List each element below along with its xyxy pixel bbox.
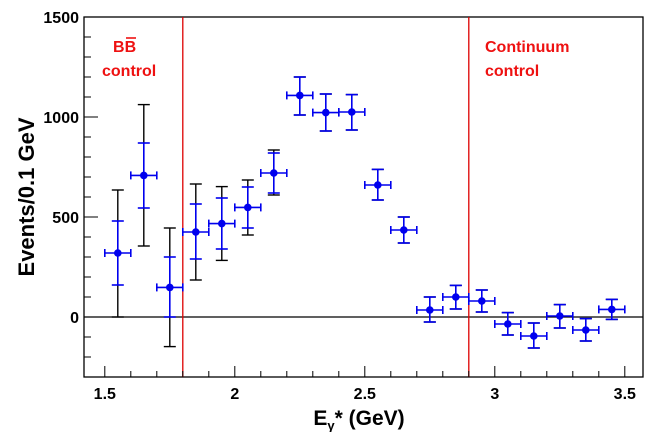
data-point: [478, 297, 486, 305]
data-point: [452, 293, 460, 301]
data-point: [114, 249, 122, 257]
x-tick-label: 1.5: [94, 386, 116, 403]
data-point: [218, 219, 226, 228]
x-tick-label: 3.5: [614, 386, 636, 403]
data-point: [270, 169, 278, 177]
x-tick-label: 2: [230, 386, 239, 403]
y-tick-label: 1500: [43, 10, 79, 27]
data-point: [166, 283, 174, 292]
stat-error-bars: [111, 76, 618, 349]
y-axis-ticks: [84, 16, 98, 378]
bb-label-b: B: [113, 39, 125, 56]
data-point: [608, 305, 616, 314]
bb-control-label-line1: BB: [113, 39, 136, 56]
data-point: [322, 108, 330, 117]
data-points: [114, 91, 616, 340]
data-point: [374, 181, 382, 189]
data-point: [530, 332, 538, 340]
continuum-label-line2: control: [485, 63, 539, 80]
data-point: [582, 326, 590, 334]
y-axis-label: Events/0.1 GeV: [14, 117, 39, 276]
y-tick-label: 0: [70, 310, 79, 327]
y-tick-label: 500: [52, 210, 79, 227]
data-point: [296, 91, 304, 100]
data-point: [140, 171, 148, 180]
x-tick-labels: 1.5 2 2.5 3 3.5: [94, 386, 636, 403]
x-tick-label: 3: [490, 386, 499, 403]
data-point: [426, 306, 434, 314]
total-error-bars: [111, 76, 618, 349]
data-point: [348, 108, 356, 116]
continuum-label-line1: Continuum: [485, 39, 569, 56]
control-lines: [182, 17, 470, 377]
bb-label-bbar: B: [125, 39, 137, 56]
x-axis-label-rest: * (GeV): [335, 407, 405, 430]
y-tick-labels: 0 500 1000 1500: [43, 10, 79, 327]
bb-control-annotation: BB control: [102, 37, 156, 80]
data-point: [192, 228, 200, 236]
data-point: [244, 203, 252, 212]
continuum-control-annotation: Continuum control: [485, 39, 569, 80]
y-tick-label: 1000: [43, 110, 79, 127]
x-axis-label-main: E: [313, 407, 327, 430]
x-axis-label: Eγ* (GeV): [313, 407, 404, 432]
data-point: [504, 320, 512, 328]
data-point: [400, 226, 408, 234]
bb-control-label-line2: control: [102, 63, 156, 80]
x-axis-ticks: [104, 366, 626, 377]
data-point: [556, 312, 564, 320]
x-axis-label-sub: γ: [327, 418, 335, 432]
x-tick-label: 2.5: [354, 386, 376, 403]
